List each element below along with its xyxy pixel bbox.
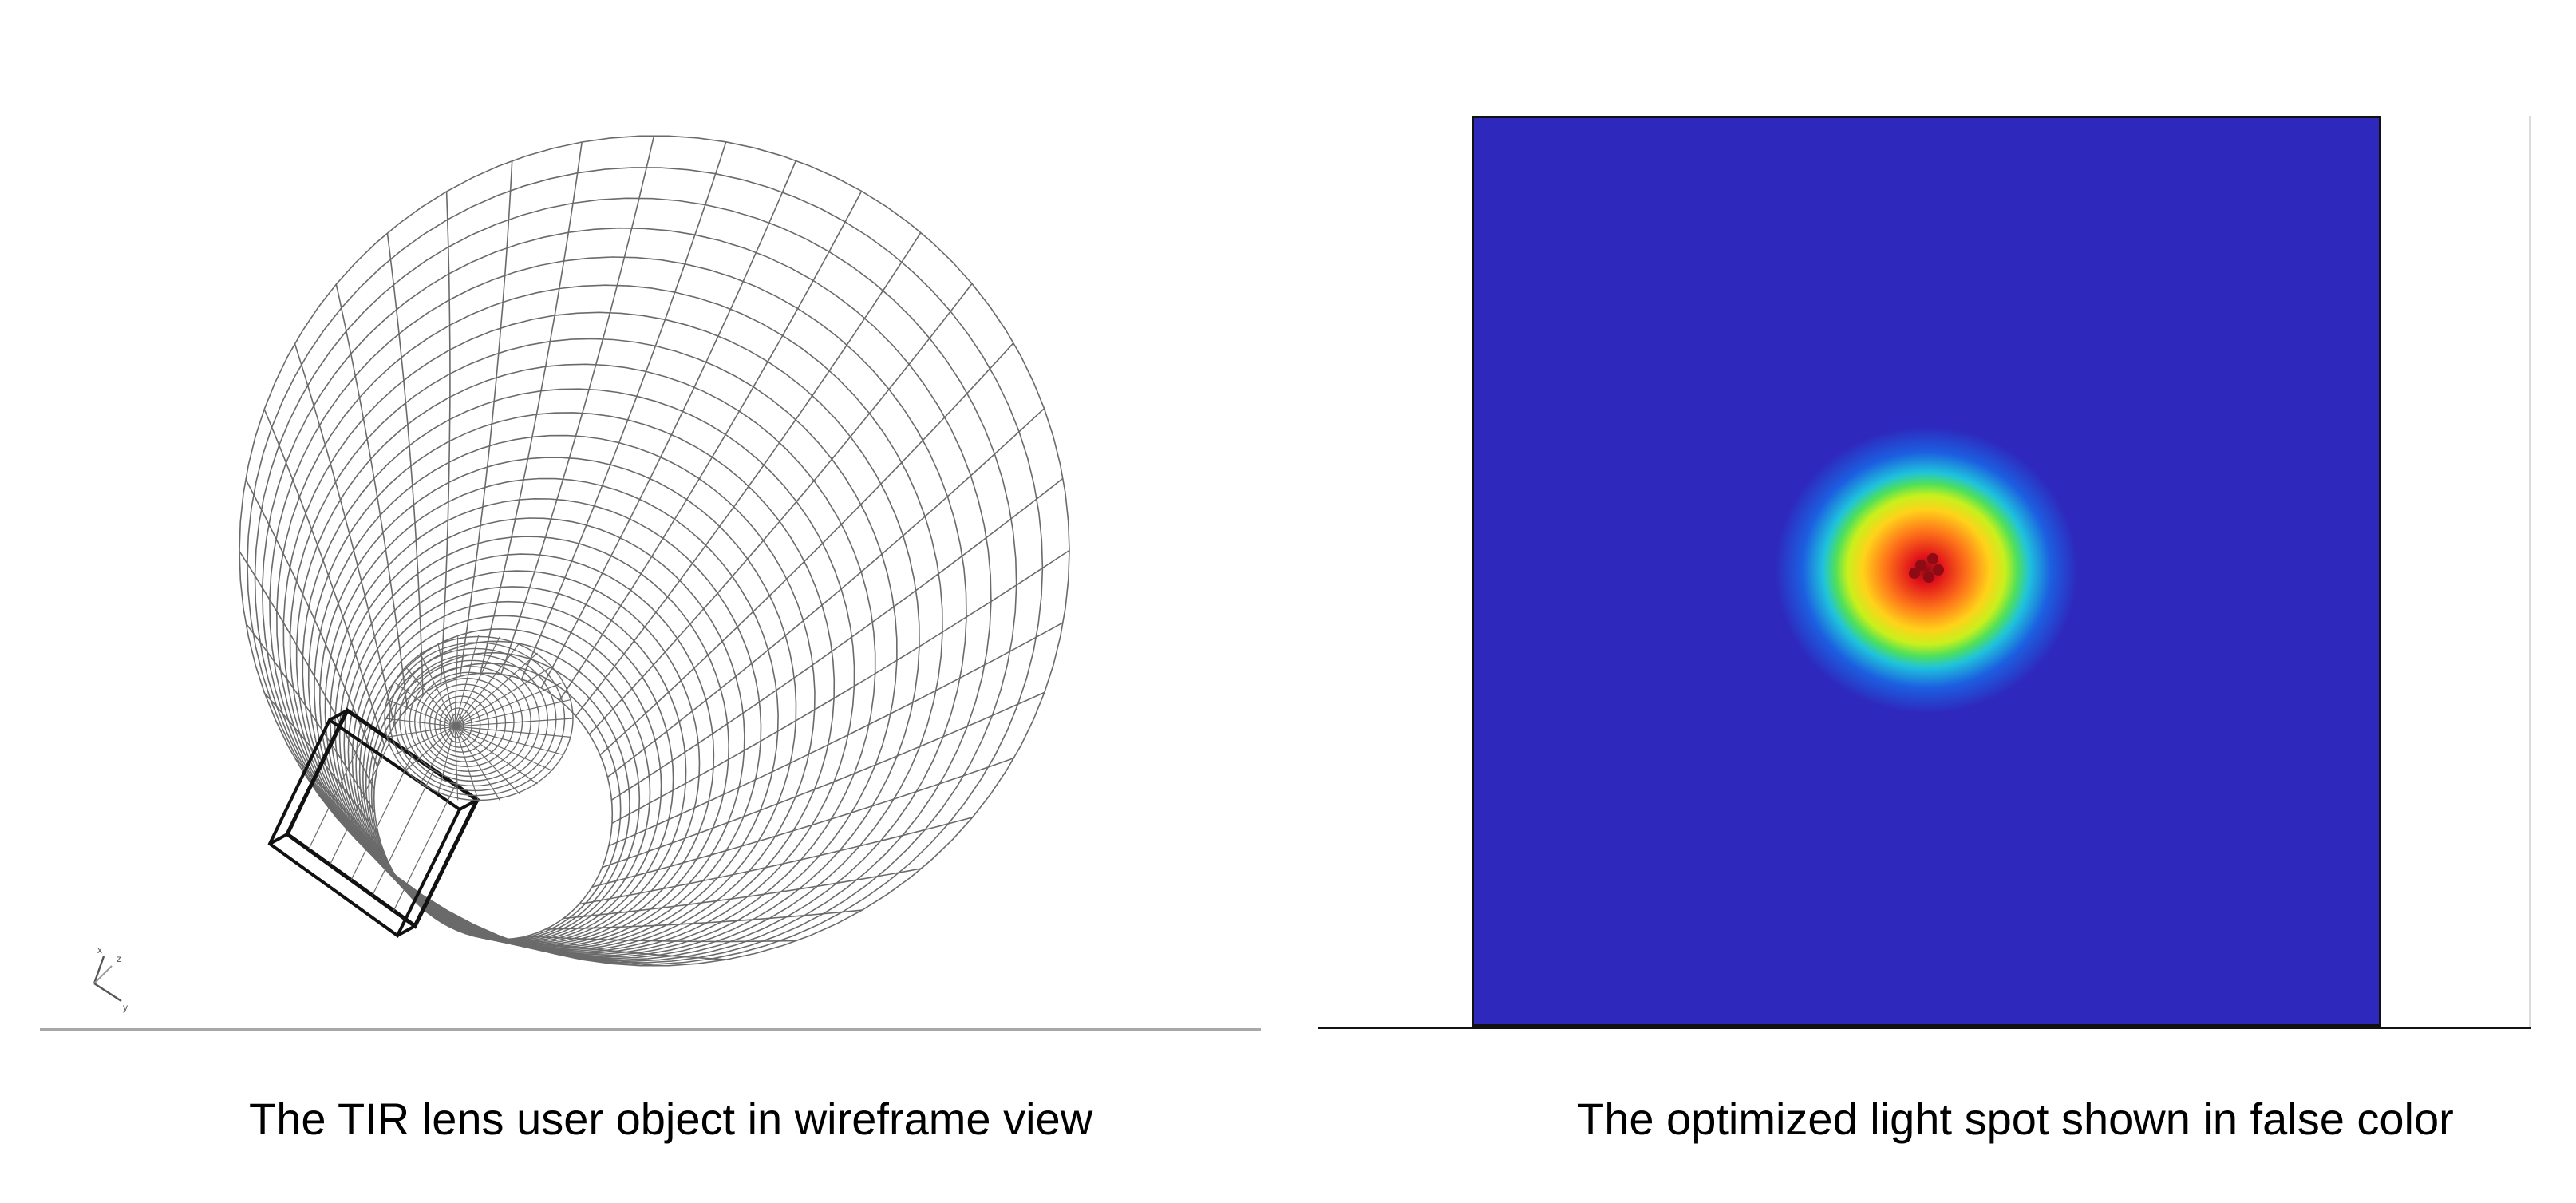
lens-meridian-line [606, 408, 1045, 778]
dome-meridian-line [454, 643, 520, 727]
dome-meridian-line [454, 636, 500, 727]
spot-core-speckle [1933, 564, 1944, 576]
lens-meridian-line [520, 141, 727, 680]
lens-meridian-line [440, 191, 451, 684]
spot-core-speckle [1915, 560, 1926, 571]
dome-ring-line [389, 642, 566, 797]
dome-meridian-line [454, 726, 538, 785]
wireframe-panel: x z y [0, 0, 1288, 1030]
dome-meridian-line [393, 681, 456, 727]
lens-meridian-line [444, 924, 513, 942]
dome-meridian-line [454, 726, 459, 801]
lens-meridian-line [263, 409, 385, 746]
dome-meridian-line [454, 699, 571, 727]
dome-meridian-line [405, 666, 456, 727]
dome-meridian-line [454, 681, 564, 727]
dome-meridian-line [454, 718, 574, 727]
falsecolor-caption: The optimized light spot shown in false … [1577, 1094, 2454, 1144]
dome-meridian-line [454, 726, 553, 772]
dome-meridian-line [454, 634, 480, 727]
lens-meridian-line [579, 817, 973, 905]
lens-meridian-line [540, 160, 797, 689]
dome-meridian-line [393, 726, 456, 756]
axis-x-line [93, 956, 105, 984]
inner-dome-mesh [384, 634, 574, 803]
lens-meridian-line [608, 622, 1064, 847]
dome-ring-line [409, 666, 531, 778]
dome-meridian-line [454, 726, 520, 795]
falsecolor-plot [1472, 116, 2381, 1027]
lens-meridian-line [386, 232, 424, 694]
axis-y-line [93, 982, 122, 1003]
axis-label: x [97, 944, 102, 956]
dome-meridian-line [437, 726, 456, 794]
lens-meridian-line [545, 909, 863, 930]
dome-meridian-line [454, 726, 564, 756]
cube-hatch-line [350, 754, 413, 880]
lens-meridian-line [464, 932, 583, 960]
lens-meridian-line [480, 141, 583, 674]
cube-hatch-line [393, 785, 456, 912]
lens-meridian-line [575, 231, 922, 717]
lens-meridian-line [387, 869, 412, 897]
light-spot [1775, 426, 2078, 714]
cube-edge [459, 798, 478, 811]
dome-meridian-line [454, 665, 553, 727]
cube-hatch-line [329, 740, 391, 865]
axis-triad-icon: x z y [93, 944, 128, 1013]
dome-meridian-line [454, 726, 571, 738]
lens-meridian-line [425, 907, 448, 912]
cube-hatch-line [372, 770, 435, 896]
dome-meridian-line [437, 643, 456, 727]
lens-meridian-line [611, 549, 1070, 825]
spot-core-speckle [1927, 553, 1938, 564]
spot-core-speckle [1923, 572, 1934, 583]
dome-meridian-line [386, 699, 456, 727]
cube-hatch-line [308, 725, 369, 850]
dome-meridian-line [454, 726, 480, 803]
dome-meridian-line [405, 726, 456, 771]
right-divider-line [1318, 1027, 2531, 1029]
lens-meridian-line [599, 342, 1014, 756]
lens-meridian-line [335, 283, 409, 709]
cube-edge [269, 833, 288, 845]
right-edge-line [2529, 116, 2531, 1028]
lens-ring-line [343, 553, 715, 946]
dome-meridian-line [419, 652, 456, 727]
lens-meridian-line [459, 160, 513, 677]
dome-meridian-line [454, 652, 538, 727]
spot-core-speckle [1909, 568, 1920, 579]
dome-meridian-line [454, 636, 459, 727]
lens-meridian-line [500, 135, 655, 675]
lens-meridian-line [505, 938, 727, 960]
dome-meridian-line [419, 726, 456, 785]
dome-meridian-line [384, 718, 456, 727]
dome-ring-line [393, 647, 557, 792]
lens-meridian-line [588, 283, 973, 735]
lens-meridian-line [245, 478, 378, 767]
dome-ring-line [419, 678, 515, 768]
lens-meridian-line [526, 936, 797, 943]
lens-meridian-line [245, 623, 376, 813]
dome-meridian-line [386, 726, 456, 738]
tir-lens-wireframe: x z y [93, 135, 1070, 1013]
cube-edge [329, 709, 348, 722]
lens-meridian-line [563, 868, 922, 920]
axis-label: z [117, 953, 121, 964]
lens-meridian-line [239, 551, 375, 790]
lens-meridian-line [591, 757, 1014, 888]
lens-meridian-line [559, 191, 863, 701]
lens-mesh [239, 135, 1070, 967]
wireframe-caption: The TIR lens user object in wireframe vi… [249, 1094, 1093, 1144]
left-divider-line [40, 1028, 1261, 1031]
axis-z-line [93, 965, 113, 984]
axis-label: y [123, 1002, 128, 1013]
lens-meridian-line [610, 477, 1064, 801]
light-spot-image [1474, 118, 2379, 1024]
lens-meridian-line [602, 691, 1045, 869]
lens-meridian-line [294, 343, 395, 726]
dome-meridian-line [454, 726, 500, 801]
lens-meridian-line [263, 692, 380, 837]
cube-edge [397, 924, 416, 937]
